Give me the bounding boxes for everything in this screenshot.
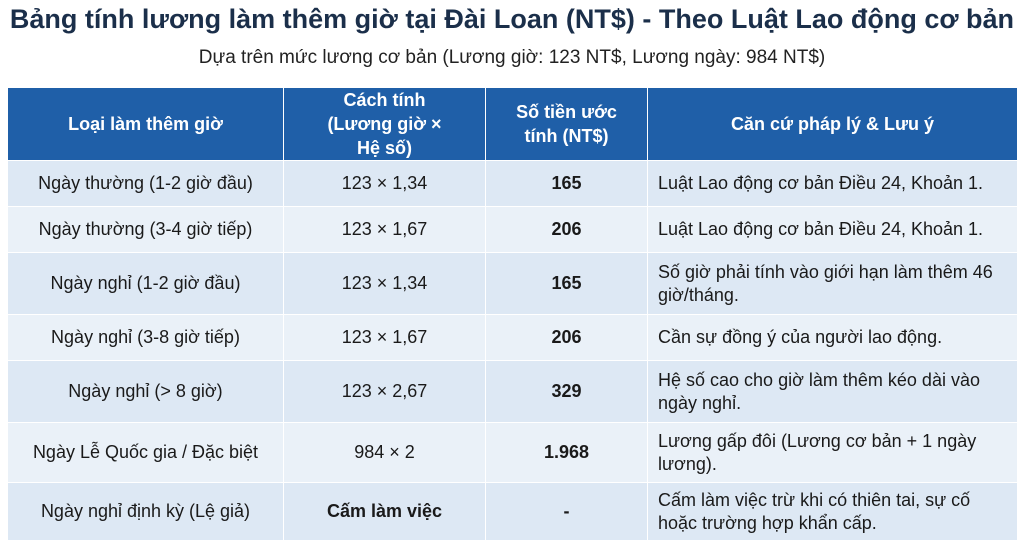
cell-overtime-type: Ngày nghỉ (> 8 giờ)	[7, 360, 284, 423]
table-row: Ngày nghỉ (1-2 giờ đầu) 123 × 1,34 165 S…	[7, 252, 1018, 315]
cell-legal-note: Cần sự đồng ý của người lao động.	[647, 314, 1018, 361]
cell-overtime-type: Ngày thường (3-4 giờ tiếp)	[7, 206, 284, 253]
table-row: Ngày nghỉ (3-8 giờ tiếp) 123 × 1,67 206 …	[7, 314, 1018, 361]
cell-amount: 165	[485, 252, 648, 315]
cell-legal-note: Luật Lao động cơ bản Điều 24, Khoản 1.	[647, 206, 1018, 253]
cell-legal-note: Lương gấp đôi (Lương cơ bản + 1 ngày lươ…	[647, 422, 1018, 483]
table-row: Ngày Lễ Quốc gia / Đặc biệt 984 × 2 1.96…	[7, 422, 1018, 483]
table-row: Ngày nghỉ định kỳ (Lệ giả) Cấm làm việc …	[7, 482, 1018, 541]
cell-formula: 123 × 1,34	[283, 160, 486, 207]
cell-legal-note: Cấm làm việc trừ khi có thiên tai, sự cố…	[647, 482, 1018, 541]
cell-overtime-type: Ngày Lễ Quốc gia / Đặc biệt	[7, 422, 284, 483]
cell-legal-note: Hệ số cao cho giờ làm thêm kéo dài vào n…	[647, 360, 1018, 423]
header-legal-note: Căn cứ pháp lý & Lưu ý	[647, 87, 1018, 161]
page-title: Bảng tính lương làm thêm giờ tại Đài Loa…	[9, 4, 1015, 34]
table-row: Ngày nghỉ (> 8 giờ) 123 × 2,67 329 Hệ số…	[7, 360, 1018, 423]
header-formula: Cách tính (Lương giờ × Hệ số)	[283, 87, 486, 161]
cell-amount: 206	[485, 206, 648, 253]
cell-formula: 123 × 1,67	[283, 206, 486, 253]
cell-overtime-type: Ngày nghỉ (1-2 giờ đầu)	[7, 252, 284, 315]
cell-formula: 123 × 1,34	[283, 252, 486, 315]
overtime-table: Loại làm thêm giờ Cách tính (Lương giờ ×…	[7, 87, 1018, 541]
cell-overtime-type: Ngày thường (1-2 giờ đầu)	[7, 160, 284, 207]
cell-legal-note: Luật Lao động cơ bản Điều 24, Khoản 1.	[647, 160, 1018, 207]
page-subtitle: Dựa trên mức lương cơ bản (Lương giờ: 12…	[198, 47, 826, 68]
cell-amount: 206	[485, 314, 648, 361]
table-header-row: Loại làm thêm giờ Cách tính (Lương giờ ×…	[7, 87, 1018, 161]
cell-amount: 165	[485, 160, 648, 207]
cell-formula: 984 × 2	[283, 422, 486, 483]
table-row: Ngày thường (3-4 giờ tiếp) 123 × 1,67 20…	[7, 206, 1018, 253]
cell-amount: 329	[485, 360, 648, 423]
header-amount: Số tiền ước tính (NT$)	[485, 87, 648, 161]
cell-formula: 123 × 1,67	[283, 314, 486, 361]
cell-formula: 123 × 2,67	[283, 360, 486, 423]
cell-overtime-type: Ngày nghỉ (3-8 giờ tiếp)	[7, 314, 284, 361]
header-overtime-type: Loại làm thêm giờ	[7, 87, 284, 161]
table-row: Ngày thường (1-2 giờ đầu) 123 × 1,34 165…	[7, 160, 1018, 207]
cell-amount: 1.968	[485, 422, 648, 483]
cell-overtime-type: Ngày nghỉ định kỳ (Lệ giả)	[7, 482, 284, 541]
cell-legal-note: Số giờ phải tính vào giới hạn làm thêm 4…	[647, 252, 1018, 315]
